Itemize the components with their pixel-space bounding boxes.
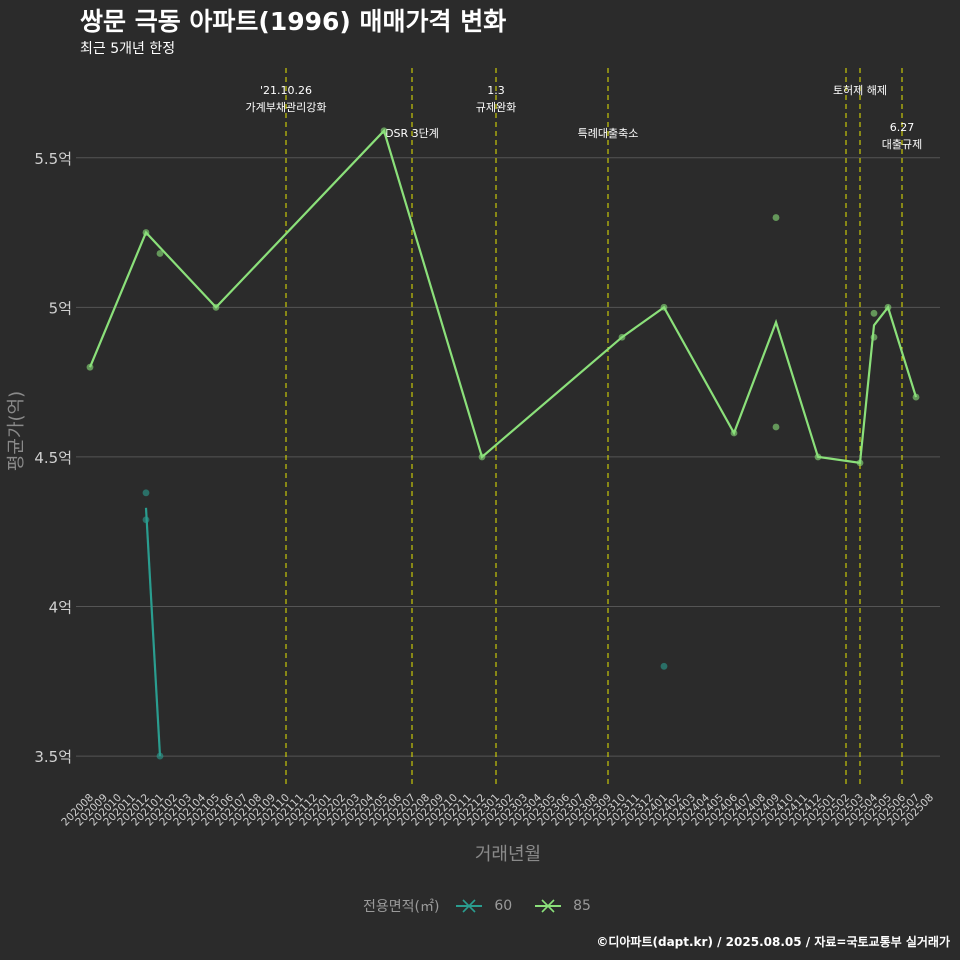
- data-point-60: [142, 489, 150, 497]
- data-point-60: [156, 752, 164, 760]
- data-point-85: [870, 309, 878, 317]
- data-point-85: [142, 229, 150, 236]
- data-point-85: [772, 423, 780, 431]
- legend-key-85: [533, 896, 563, 916]
- event-label: '21.10.26: [260, 84, 312, 97]
- legend-key-60: [454, 896, 484, 916]
- x-axis-title: 거래년월: [475, 844, 541, 865]
- event-label: 대출규제: [882, 138, 922, 151]
- y-tick-label: 3.5억: [34, 748, 72, 766]
- series-line-60: [144, 507, 162, 757]
- y-tick-label: 5.5억: [34, 150, 72, 168]
- event-label: 규제완화: [476, 101, 516, 114]
- event-label: 1.3: [487, 84, 505, 97]
- data-point-85: [618, 333, 626, 341]
- data-point-85: [86, 363, 94, 371]
- legend-label-60: 60: [494, 898, 513, 914]
- data-point-85: [212, 303, 220, 311]
- data-point-60: [660, 662, 668, 670]
- y-tick-label: 4억: [49, 599, 72, 617]
- data-point-85: [730, 429, 738, 437]
- y-axis-title: 평균가(억): [6, 391, 27, 471]
- y-tick-label: 4.5억: [34, 449, 72, 467]
- legend-title: 전용면적(㎡): [363, 899, 440, 915]
- data-point-85: [884, 303, 892, 311]
- event-label: 토허제 해제: [833, 83, 887, 97]
- data-point-85: [870, 333, 878, 341]
- data-point-60: [142, 516, 150, 524]
- chart-subtitle: 최근 5개년 한정: [80, 41, 176, 57]
- legend-label-85: 85: [573, 898, 591, 914]
- event-label: 가계부채관리강화: [246, 101, 327, 114]
- chart-title: 쌍문 극동 아파트(1996) 매매가격 변화: [80, 7, 507, 36]
- event-label: 6.27: [890, 121, 915, 134]
- series-line-85: [88, 128, 918, 465]
- data-point-85: [814, 453, 822, 461]
- data-point-85: [478, 453, 486, 461]
- data-point-85: [856, 459, 864, 467]
- data-point-85: [912, 393, 920, 401]
- event-label: 특례대출축소: [578, 127, 639, 140]
- y-tick-label: 5억: [49, 299, 72, 317]
- data-point-85: [772, 214, 780, 221]
- event-label: DSR 3단계: [385, 127, 439, 140]
- data-point-85: [156, 250, 164, 257]
- data-point-85: [380, 127, 388, 135]
- legend: 전용면적(㎡) 60 85: [0, 896, 960, 916]
- data-point-85: [660, 303, 668, 311]
- source-credit: ©디아파트(dapt.kr) / 2025.08.05 / 자료=국토교통부 실…: [596, 935, 950, 949]
